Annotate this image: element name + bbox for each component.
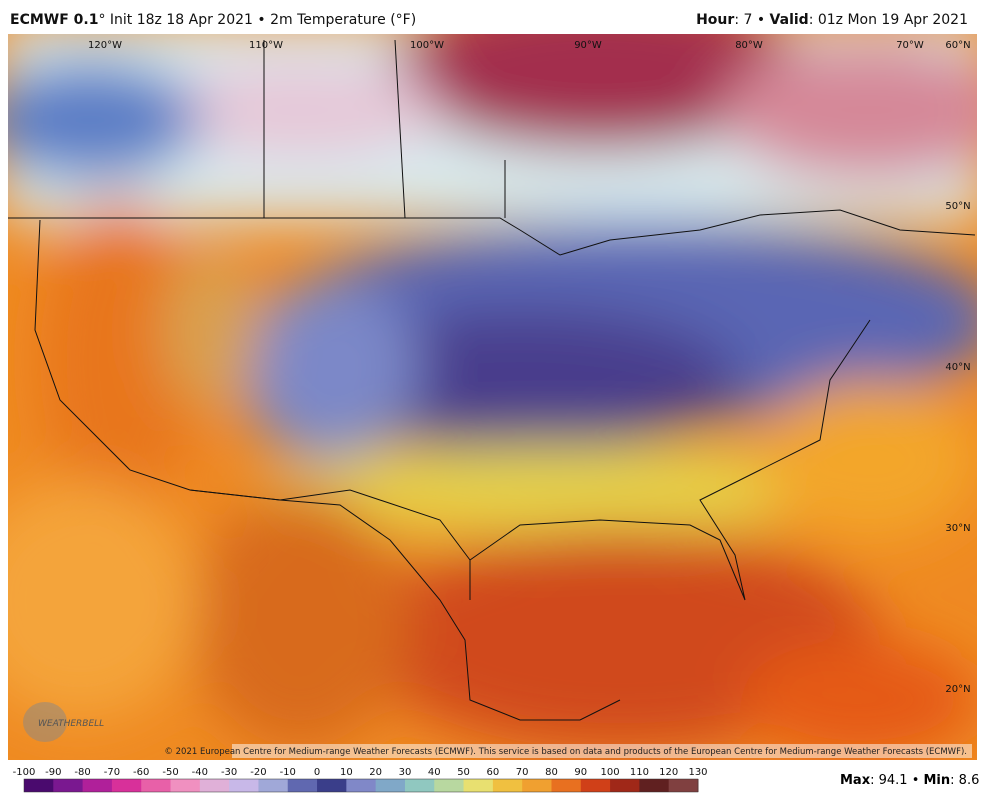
colorbar-segment <box>53 779 84 792</box>
valid-value: : 01z Mon 19 Apr 2021 <box>808 12 968 28</box>
lat-label: 60°N <box>945 40 970 51</box>
lat-label: 30°N <box>945 523 970 534</box>
colorbar: -100 -90 -80 -70 -60 -50 -40 -30 -20 -10 0 10 20 30 40… <box>13 767 708 793</box>
colorbar-segment <box>492 779 523 792</box>
colorbar-segment <box>111 779 142 792</box>
colorbar-tick-label: -30 <box>221 767 237 778</box>
colorbar-tick-label: 30 <box>399 767 412 778</box>
colorbar-segment <box>199 779 230 792</box>
colorbar-tick-label: -100 <box>13 767 36 778</box>
colorbar-segment <box>346 779 377 792</box>
colorbar-tick-label: 20 <box>369 767 382 778</box>
lon-label: 120°W <box>88 40 122 51</box>
colorbar-segment <box>580 779 611 792</box>
colorbar-tick-label: -80 <box>74 767 90 778</box>
colorbar-segment <box>141 779 172 792</box>
copyright: © 2021 European Centre for Medium-range … <box>164 747 967 757</box>
colorbar-segment <box>404 779 435 792</box>
valid-label: Valid <box>769 12 809 28</box>
colorbar-tick-label: 60 <box>487 767 500 778</box>
colorbar-tick-label: -60 <box>133 767 149 778</box>
colorbar-tick-label: 100 <box>601 767 620 778</box>
logo-text: WEATHERBELL <box>38 719 104 729</box>
lat-label: 50°N <box>945 201 970 212</box>
colorbar-segment <box>24 779 54 792</box>
colorbar-tick-label: -20 <box>250 767 266 778</box>
colorbar-tick-label: -70 <box>104 767 120 778</box>
colorbar-tick-label: 0 <box>314 767 320 778</box>
min-label: Min <box>924 773 951 788</box>
model: ECMWF 0.1 <box>10 12 99 28</box>
colorbar-segment <box>610 779 640 792</box>
colorbar-tick-label: 40 <box>428 767 441 778</box>
colorbar-segment <box>375 779 406 792</box>
colorbar-segment <box>639 779 670 792</box>
lon-label: 110°W <box>249 40 283 51</box>
hour-value: : 7 • <box>734 12 770 28</box>
colorbar-tick-label: 80 <box>545 767 558 778</box>
max-min: Max: 94.1 • Min: 8.6 <box>840 773 979 788</box>
title: ECMWF 0.1° Init 18z 18 Apr 2021 • 2m Tem… <box>10 12 416 28</box>
colorbar-tick-label: 50 <box>457 767 470 778</box>
colorbar-tick-label: 130 <box>688 767 707 778</box>
colorbar-segment <box>668 779 699 792</box>
max-value: : 94.1 • <box>870 773 923 788</box>
lat-label: 20°N <box>945 684 970 695</box>
hour-label: Hour <box>696 12 735 28</box>
lat-label: 40°N <box>945 362 970 373</box>
max-label: Max <box>840 773 871 788</box>
colorbar-segment <box>522 779 552 792</box>
lon-label: 70°W <box>896 40 924 51</box>
colorbar-frame <box>23 778 699 793</box>
colorbar-tick-label: -40 <box>192 767 208 778</box>
min-value: : 8.6 <box>950 773 979 788</box>
lon-label: 80°W <box>735 40 763 51</box>
colorbar-tick-label: 90 <box>574 767 587 778</box>
lon-label: 100°W <box>410 40 444 51</box>
borders <box>8 39 976 721</box>
colorbar-segment <box>463 779 494 792</box>
colorbar-tick-label: 10 <box>340 767 353 778</box>
colorbar-tick-label: 110 <box>630 767 649 778</box>
colorbar-segment <box>82 779 113 792</box>
logo: WEATHERBELL <box>23 702 104 742</box>
colorbar-segment <box>317 779 347 792</box>
colorbar-tick-label: 70 <box>516 767 529 778</box>
valid-info: Hour: 7 • Valid: 01z Mon 19 Apr 2021 <box>696 12 968 28</box>
colorbar-tick-label: -90 <box>45 767 61 778</box>
colorbar-tick-label: -50 <box>162 767 178 778</box>
colorbar-tick-label: 120 <box>659 767 678 778</box>
copyright-bg <box>232 744 972 758</box>
colorbar-segment <box>551 779 582 792</box>
colorbar-tick-label: -10 <box>280 767 296 778</box>
temperature-field <box>8 34 977 760</box>
colorbar-segment <box>434 779 465 792</box>
colorbar-segment <box>287 779 318 792</box>
colorbar-segment <box>229 779 259 792</box>
colorbar-segment <box>170 779 201 792</box>
colorbar-segment <box>258 779 289 792</box>
description: ° Init 18z 18 Apr 2021 • 2m Temperature … <box>98 12 417 28</box>
lon-label: 90°W <box>574 40 602 51</box>
